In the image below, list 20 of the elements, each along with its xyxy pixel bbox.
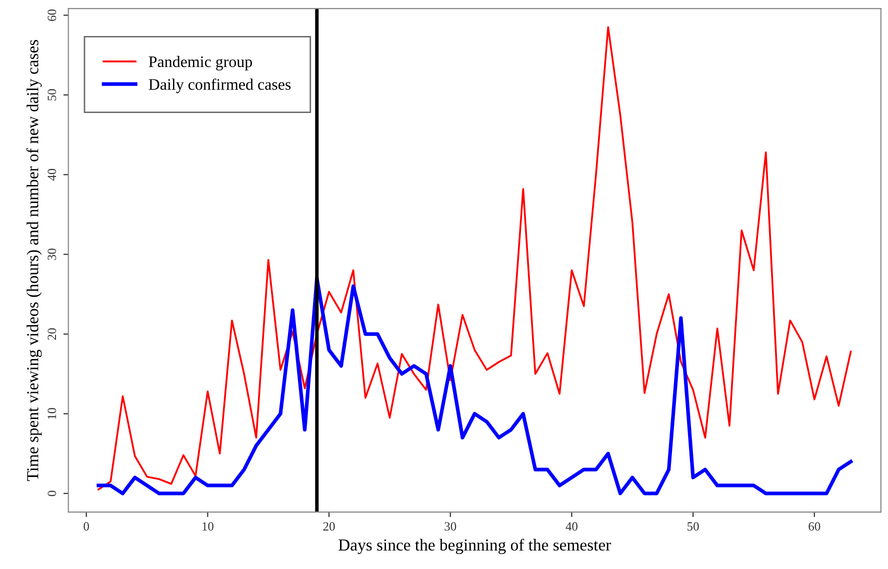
x-tick-label: 30 bbox=[444, 522, 456, 531]
x-tick-label: 20 bbox=[323, 522, 335, 531]
y-tick-label: 30 bbox=[48, 248, 56, 260]
legend-label: Pandemic group bbox=[148, 56, 252, 70]
x-tick-label: 40 bbox=[566, 522, 578, 531]
x-tick-label: 60 bbox=[808, 522, 820, 531]
y-tick-label: 60 bbox=[48, 9, 56, 21]
legend-label: Daily confirmed cases bbox=[148, 78, 291, 94]
y-axis-title: Time spent viewing videos (hours) and number of new daily cases bbox=[26, 40, 42, 481]
y-tick-label: 0 bbox=[48, 490, 56, 496]
x-tick-label: 0 bbox=[84, 522, 89, 531]
y-tick-label: 20 bbox=[48, 328, 56, 340]
y-tick-label: 50 bbox=[48, 89, 56, 100]
y-tick-label: 40 bbox=[48, 168, 56, 181]
line-series bbox=[98, 26, 852, 490]
x-tick-label: 10 bbox=[202, 522, 214, 531]
line-series bbox=[96, 276, 853, 496]
x-tick-label: 50 bbox=[688, 522, 699, 531]
x-axis-title: Days since the beginning of the semester bbox=[338, 538, 612, 554]
y-tick-label: 10 bbox=[48, 408, 56, 419]
